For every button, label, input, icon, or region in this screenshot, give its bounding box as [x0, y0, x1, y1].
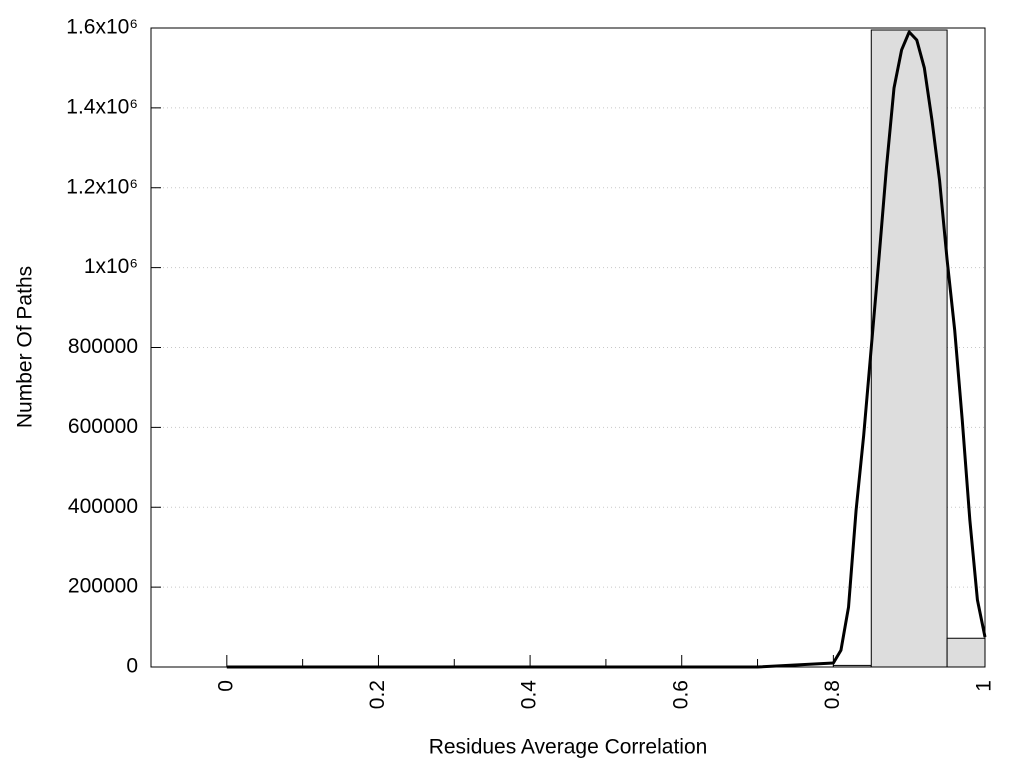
y-tick-label: 0 — [126, 655, 138, 678]
x-tick-label: 0.4 — [518, 680, 541, 710]
y-tick-label: 1x10⁶ — [84, 255, 138, 278]
x-axis-label: Residues Average Correlation — [429, 736, 708, 759]
x-tick-label: 0.8 — [821, 680, 844, 709]
x-tick-label: 0 — [214, 680, 237, 692]
y-tick-label: 400000 — [68, 495, 138, 518]
y-tick-label: 600000 — [68, 415, 138, 438]
y-tick-label: 800000 — [68, 335, 138, 358]
curve-line — [226, 30, 987, 669]
y-tick-label: 1.6x10⁶ — [66, 16, 138, 39]
x-tick-label: 0.2 — [366, 680, 389, 709]
histogram-bar — [946, 637, 986, 668]
x-tick-label: 1 — [973, 680, 996, 692]
histogram-bar — [870, 29, 948, 668]
plot-frame — [150, 27, 986, 668]
x-tick-label: 0.6 — [669, 680, 692, 709]
y-tick-label: 200000 — [68, 575, 138, 598]
y-tick-label: 1.4x10⁶ — [66, 95, 138, 118]
y-tick-label: 1.2x10⁶ — [66, 175, 138, 198]
y-axis-label: Number Of Paths — [14, 266, 37, 428]
